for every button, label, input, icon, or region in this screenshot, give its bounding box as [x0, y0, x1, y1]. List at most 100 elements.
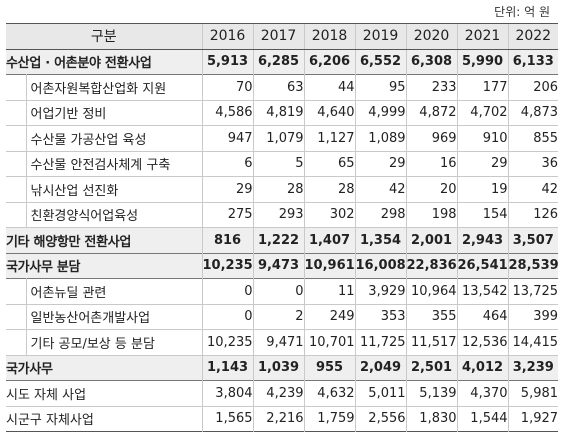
value-cell: 1,079 — [252, 125, 305, 151]
value-cell: 29 — [456, 151, 509, 177]
value-cell: 22,836 — [405, 253, 458, 279]
value-cell: 5,139 — [405, 380, 458, 406]
value-cell: 9,473 — [252, 253, 305, 279]
value-cell: 910 — [456, 125, 509, 151]
value-cell: 36 — [507, 151, 559, 177]
value-cell: 1,127 — [303, 125, 356, 151]
table-row: 수산물 안전검사체계 구축 6 5 65 29 16 29 36 — [6, 151, 559, 177]
header-category: 구분 — [6, 23, 203, 50]
indent-cell — [6, 278, 26, 304]
row-label: 국가사무 분담 — [6, 253, 203, 279]
table-row: 시도 자체 사업 3,804 4,239 4,632 5,011 5,139 4,370 5,… — [6, 380, 559, 406]
value-cell: 816 — [201, 227, 254, 253]
value-cell: 1,222 — [252, 227, 305, 253]
value-cell: 10,964 — [405, 278, 458, 304]
table-row: 시군구 자체사업 1,565 2,216 1,759 2,556 1,830 1,544 1,… — [6, 406, 559, 432]
row-label: 일반농산어촌개발사업 — [25, 304, 203, 330]
value-cell: 198 — [405, 202, 458, 228]
value-cell: 29 — [354, 151, 407, 177]
table-row: 일반농산어촌개발사업 0 2 249 353 355 464 399 — [6, 304, 559, 330]
value-cell: 298 — [354, 202, 407, 228]
value-cell: 13,542 — [456, 278, 509, 304]
value-cell: 126 — [507, 202, 559, 228]
value-cell: 1,143 — [201, 355, 254, 381]
value-cell: 4,702 — [456, 100, 509, 126]
unit-label: 단위: 억 원 — [494, 5, 550, 19]
value-cell: 14,415 — [507, 329, 559, 355]
value-cell: 10,701 — [303, 329, 356, 355]
row-label: 어촌뉴딜 관련 — [25, 278, 203, 304]
value-cell: 1,354 — [354, 227, 407, 253]
table-row: 국가사무 분담 10,235 9,473 10,961 16,008 22,836 26,5… — [6, 253, 559, 279]
indent-cell — [6, 100, 26, 126]
value-cell: 1,759 — [303, 406, 356, 432]
table-row: 수산물 가공산업 육성 947 1,079 1,127 1,089 969 910 855 — [6, 125, 559, 151]
value-cell: 4,239 — [252, 380, 305, 406]
header-year: 2022 — [507, 23, 559, 50]
row-label: 친환경양식어업육성 — [25, 202, 203, 228]
table-row: 어촌뉴딜 관련 0 0 11 3,929 10,964 13,542 13,725 — [6, 278, 559, 304]
value-cell: 302 — [303, 202, 356, 228]
value-cell: 2,216 — [252, 406, 305, 432]
row-label: 시도 자체 사업 — [6, 380, 203, 406]
indent-cell — [6, 202, 26, 228]
value-cell: 399 — [507, 304, 559, 330]
value-cell: 4,586 — [201, 100, 254, 126]
value-cell: 177 — [456, 74, 509, 100]
value-cell: 6,308 — [405, 49, 458, 75]
value-cell: 16 — [405, 151, 458, 177]
value-cell: 206 — [507, 74, 559, 100]
value-cell: 10,235 — [201, 329, 254, 355]
value-cell: 1,039 — [252, 355, 305, 381]
value-cell: 154 — [456, 202, 509, 228]
row-label: 수산물 가공산업 육성 — [25, 125, 203, 151]
indent-cell — [6, 125, 26, 151]
value-cell: 355 — [405, 304, 458, 330]
table-row: 수산업 · 어촌분야 전환사업 5,913 6,285 6,206 6,552 6,308… — [6, 49, 559, 75]
budget-table: 구분 2016 2017 2018 2019 2020 2021 2022 수산… — [6, 23, 559, 432]
value-cell: 4,872 — [405, 100, 458, 126]
value-cell: 955 — [303, 355, 356, 381]
value-cell: 464 — [456, 304, 509, 330]
value-cell: 12,536 — [456, 329, 509, 355]
value-cell: 95 — [354, 74, 407, 100]
value-cell: 6,133 — [507, 49, 559, 75]
value-cell: 3,507 — [507, 227, 559, 253]
indent-cell — [6, 151, 26, 177]
value-cell: 1,544 — [456, 406, 509, 432]
table-row: 어업기반 정비 4,586 4,819 4,640 4,999 4,872 4,702 4,8… — [6, 100, 559, 126]
value-cell: 5,011 — [354, 380, 407, 406]
value-cell: 1,927 — [507, 406, 559, 432]
value-cell: 10,235 — [201, 253, 254, 279]
value-cell: 969 — [405, 125, 458, 151]
value-cell: 5,981 — [507, 380, 559, 406]
indent-cell — [6, 74, 26, 100]
value-cell: 855 — [507, 125, 559, 151]
header-year: 2016 — [201, 23, 254, 50]
value-cell: 0 — [252, 278, 305, 304]
header-year: 2019 — [354, 23, 407, 50]
value-cell: 11,517 — [405, 329, 458, 355]
value-cell: 13,725 — [507, 278, 559, 304]
value-cell: 6,552 — [354, 49, 407, 75]
value-cell: 2,943 — [456, 227, 509, 253]
value-cell: 2,501 — [405, 355, 458, 381]
value-cell: 29 — [201, 176, 254, 202]
table-row: 어촌자원복합산업화 지원 70 63 44 95 233 177 206 — [6, 74, 559, 100]
value-cell: 4,999 — [354, 100, 407, 126]
value-cell: 20 — [405, 176, 458, 202]
value-cell: 2 — [252, 304, 305, 330]
table-row: 낚시산업 선진화 29 28 28 42 20 19 42 — [6, 176, 559, 202]
value-cell: 44 — [303, 74, 356, 100]
value-cell: 249 — [303, 304, 356, 330]
value-cell: 3,929 — [354, 278, 407, 304]
value-cell: 63 — [252, 74, 305, 100]
value-cell: 19 — [456, 176, 509, 202]
value-cell: 1,407 — [303, 227, 356, 253]
value-cell: 3,239 — [507, 355, 559, 381]
row-label: 국가사무 — [6, 355, 203, 381]
value-cell: 233 — [405, 74, 458, 100]
value-cell: 10,961 — [303, 253, 356, 279]
value-cell: 5,913 — [201, 49, 254, 75]
value-cell: 2,049 — [354, 355, 407, 381]
